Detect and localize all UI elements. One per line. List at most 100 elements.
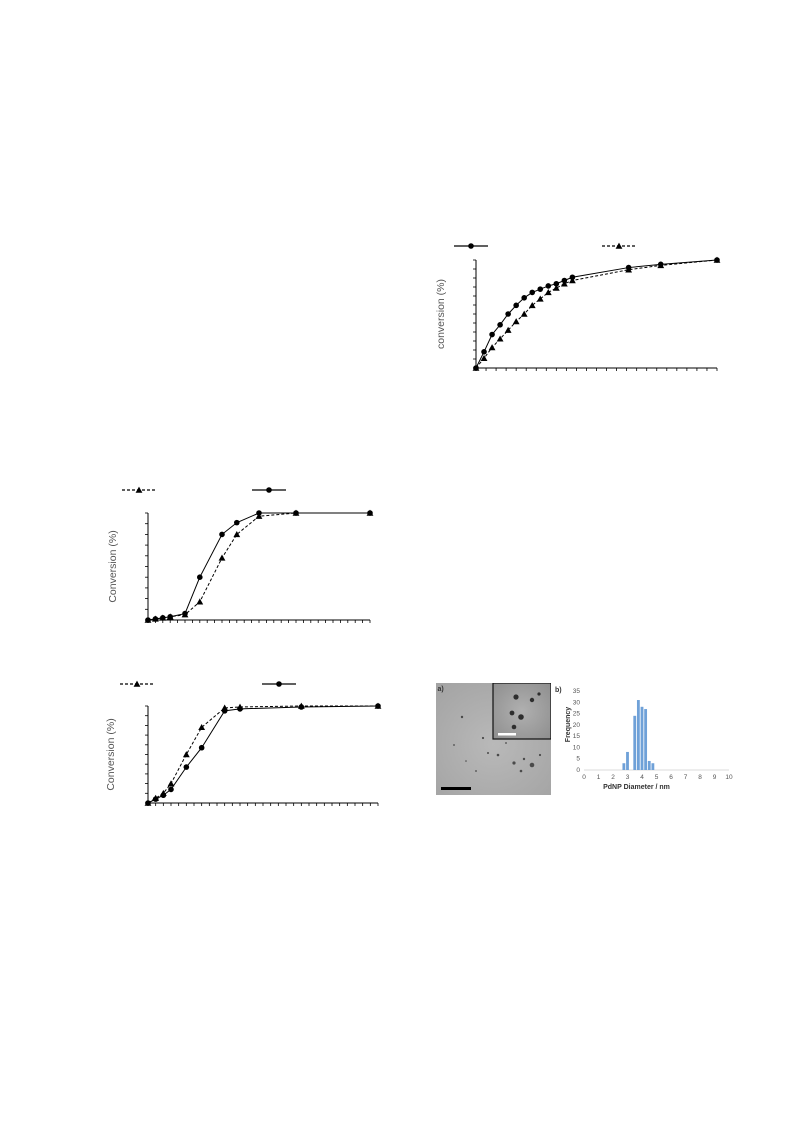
histogram-x-tick-label: 5 [655,774,659,781]
histogram-x-tick-label: 8 [698,774,702,781]
data-point-circle [529,289,536,296]
data-point-circle [168,786,174,793]
data-point-circle [219,531,225,538]
series-line-triangle [147,705,378,804]
data-point-circle [513,302,519,309]
histogram-y-tick-label: 15 [573,733,581,740]
tem-inset [492,682,552,740]
legend-item-triangle [122,486,156,493]
data-point-circle [367,510,373,516]
conversion-chart-top-right: conversion (%) [432,238,732,378]
data-point-circle [160,615,166,621]
tem-micrograph-image: a) [436,682,552,795]
histogram-bar [651,763,655,770]
histogram-y-tick-label: 20 [573,722,581,729]
histogram-bar [647,760,651,770]
histogram-x-tick-label: 6 [669,774,673,781]
data-point-circle [198,744,205,751]
data-point-triangle [233,531,241,538]
data-point-triangle [218,554,226,561]
histogram-y-tick-label: 0 [576,767,580,774]
histogram-x-tick-label: 7 [684,774,688,781]
histogram-y-tick-label: 25 [573,711,581,718]
legend-marker-triangle [133,680,141,687]
histogram-y-tick-label: 10 [573,744,581,751]
conversion-chart-middle-left: Conversion (%) [100,478,390,628]
data-point-circle [505,311,511,317]
data-point-circle [160,792,167,799]
tem-micrograph-panel: a) [436,682,552,795]
data-point-circle [183,764,190,770]
data-point-circle [237,706,243,712]
data-point-triangle [625,266,633,273]
legend-marker-circle [468,243,474,249]
series-line-circle [147,512,370,621]
series-circle [145,510,373,623]
inset-scale-bar [498,733,516,736]
histogram-x-tick-label: 2 [611,774,615,781]
legend-item-circle [262,681,296,687]
histogram-bar [633,715,637,770]
histogram-x-tick-label: 1 [597,774,601,781]
data-point-circle [553,280,560,287]
data-point-triangle [488,344,496,351]
data-point-circle [545,283,552,289]
data-point-circle [145,800,151,806]
histogram-bar [622,763,626,770]
histogram-x-tick-label: 0 [582,774,586,781]
data-point-triangle [182,751,190,758]
y-axis-label: Conversion (%) [105,718,117,790]
data-point-triangle [472,364,480,371]
histogram-bar [626,751,629,770]
data-point-triangle [496,335,504,342]
data-point-triangle [512,318,520,325]
y-axis-label: Conversion (%) [107,530,119,602]
data-point-circle [152,796,159,802]
panel-label-a: a) [438,686,444,693]
data-point-triangle [544,289,552,296]
conversion-chart-bottom-left-svg: Conversion (%) [105,680,382,806]
histogram-bar [640,706,644,770]
data-point-triangle [536,295,544,302]
data-point-circle [152,616,159,622]
legend-item-triangle [602,242,636,249]
data-point-circle [375,703,381,709]
histogram-x-tick-label: 10 [725,774,733,781]
data-point-triangle [552,284,560,291]
panel-label-b: b) [555,687,562,694]
histogram-bar [636,700,640,770]
data-point-triangle [528,301,536,309]
legend-marker-circle [276,681,282,687]
histogram-y-tick-label: 30 [573,699,581,706]
series-line-triangle [475,259,718,369]
data-point-triangle [520,310,528,317]
series-circle [473,257,720,371]
histogram-x-label: PdNP Diameter / nm [603,784,670,791]
conversion-chart-middle-left-svg: Conversion (%) [107,486,374,623]
data-point-triangle [504,326,512,333]
data-point-circle [298,704,305,710]
data-point-circle [145,617,151,623]
data-point-circle [221,708,228,714]
data-point-triangle [167,780,175,787]
legend-item-circle [454,243,488,249]
data-point-triangle [480,354,488,361]
data-point-triangle [198,723,206,731]
series-line-circle [475,259,718,369]
histogram-x-tick-label: 4 [640,774,644,781]
data-point-circle [197,574,203,580]
conversion-chart-top-right-svg: conversion (%) [435,242,721,371]
series-triangle [144,702,382,806]
series-line-circle [147,705,379,804]
series-triangle [144,509,374,623]
histogram-y-tick-label: 5 [576,756,580,763]
size-histogram-panel: 0 1 2 3 4 5 6 7 8 9 10 0 5 10 15 20 25 30 35 b) Frequency PdN… [554,683,736,795]
data-point-circle [256,510,262,516]
series-circle [145,703,381,806]
data-point-triangle [560,280,568,287]
data-point-circle [182,610,188,617]
data-point-circle [489,331,495,338]
data-point-circle [521,295,527,301]
legend-item-circle [252,487,286,493]
series-triangle [472,256,721,371]
